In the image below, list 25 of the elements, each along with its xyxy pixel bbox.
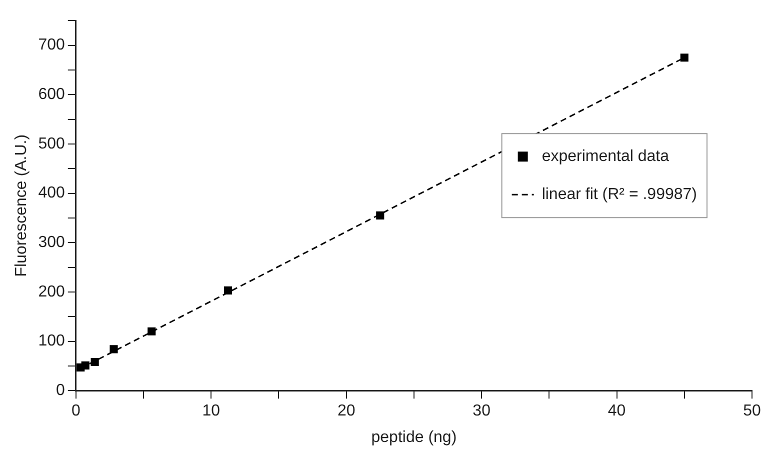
legend-label: experimental data [542, 148, 670, 166]
x-tick-label: 40 [608, 402, 626, 420]
x-axis-title: peptide (ng) [371, 428, 457, 446]
y-axis-title: Fluorescence (A.U.) [13, 134, 30, 277]
point [110, 345, 118, 354]
x-tick-label: 0 [71, 402, 80, 420]
point [224, 286, 232, 294]
point [81, 361, 90, 370]
y-tick-label: 300 [38, 234, 65, 252]
y-tick-label: 200 [38, 283, 65, 300]
y-tick-label: 100 [38, 332, 65, 350]
x-tick-label: 30 [472, 402, 491, 420]
x-tick-label: 10 [202, 402, 220, 420]
y-tick-label: 500 [38, 135, 65, 152]
point [376, 211, 384, 220]
legend-label: linear fit (R² = .99987) [542, 186, 698, 204]
y-tick-label: 0 [56, 382, 65, 400]
x-tick-label: 50 [743, 402, 761, 420]
point [680, 54, 688, 62]
y-tick-label: 400 [38, 184, 65, 202]
point [148, 327, 156, 336]
point [90, 358, 99, 366]
y-tick-label: 600 [38, 86, 65, 104]
y-tick-label: 700 [38, 36, 65, 54]
x-tick-label: 20 [337, 402, 356, 420]
